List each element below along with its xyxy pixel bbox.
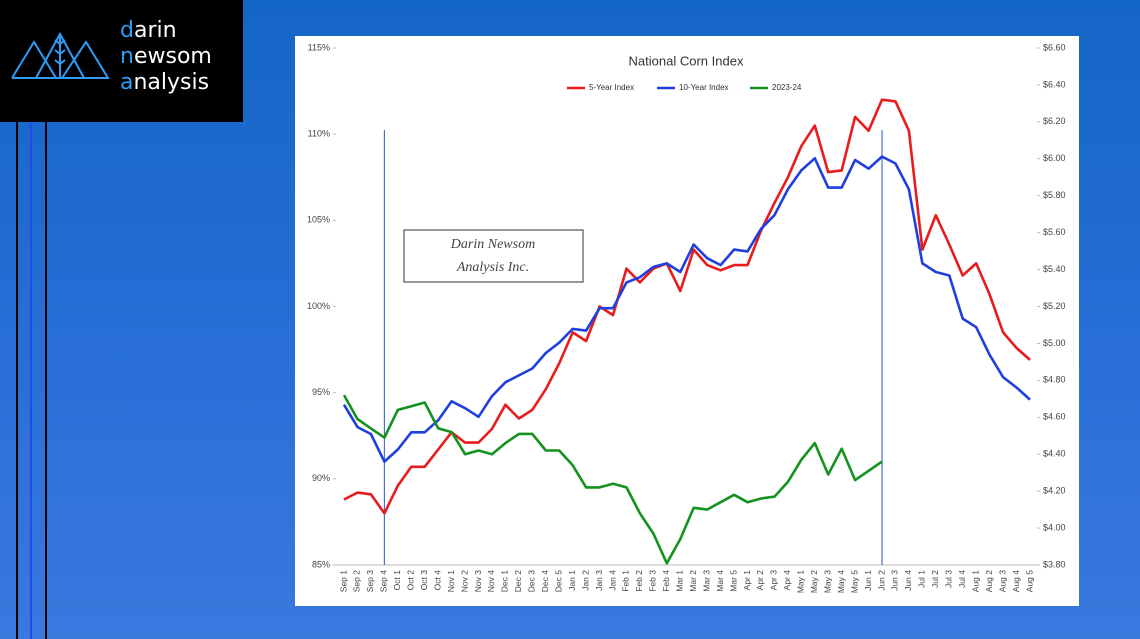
legend-label: 10-Year Index xyxy=(679,83,729,92)
y2-tick-label: $5.00 xyxy=(1043,338,1066,348)
y2-tick-label: $6.60 xyxy=(1043,42,1066,52)
y-tick-label: 105% xyxy=(307,215,330,225)
x-tick-label: Mar 2 xyxy=(688,570,698,592)
logo-word: newsom xyxy=(120,44,212,69)
annotation: Analysis Inc. xyxy=(456,260,529,275)
x-tick-label: Feb 4 xyxy=(661,570,671,592)
x-tick-label: Aug 4 xyxy=(1011,570,1021,592)
x-tick-label: Jun 2 xyxy=(876,570,886,591)
x-tick-label: Aug 5 xyxy=(1024,570,1034,592)
x-tick-label: Apr 1 xyxy=(742,570,752,591)
x-tick-label: Jun 1 xyxy=(863,570,873,591)
x-tick-label: Oct 3 xyxy=(419,570,429,591)
x-tick-label: Jul 3 xyxy=(944,570,954,588)
x-tick-label: Dec 1 xyxy=(500,570,510,592)
y2-tick-label: $5.40 xyxy=(1043,264,1066,274)
series-line xyxy=(342,394,883,565)
y2-tick-label: $6.00 xyxy=(1043,153,1066,163)
x-tick-label: Jun 4 xyxy=(903,570,913,591)
y-tick-label: 110% xyxy=(308,129,330,139)
x-tick-label: Apr 2 xyxy=(755,570,765,591)
annotation: Darin Newsom xyxy=(450,237,535,252)
x-tick-label: Mar 4 xyxy=(715,570,725,592)
y-tick-label: 100% xyxy=(307,301,330,311)
x-tick-label: Dec 4 xyxy=(540,570,550,592)
legend-label: 2023-24 xyxy=(772,83,802,92)
x-tick-label: Nov 2 xyxy=(459,570,469,592)
x-tick-label: Jan 2 xyxy=(580,570,590,591)
x-tick-label: Feb 1 xyxy=(621,570,631,592)
x-tick-label: Nov 1 xyxy=(446,570,456,592)
logo: darin newsom analysis xyxy=(0,0,243,122)
x-tick-label: Mar 3 xyxy=(701,570,711,592)
y2-tick-label: $5.20 xyxy=(1043,301,1066,311)
series-line xyxy=(343,98,1031,515)
x-tick-label: May 4 xyxy=(836,570,846,593)
logo-word: darin xyxy=(120,18,177,43)
x-tick-label: Nov 4 xyxy=(486,570,496,592)
x-tick-label: Dec 5 xyxy=(553,570,563,592)
x-tick-label: Dec 3 xyxy=(527,570,537,592)
x-tick-label: Oct 2 xyxy=(406,570,416,591)
x-tick-label: Dec 2 xyxy=(513,570,523,592)
y2-tick-label: $3.80 xyxy=(1043,559,1066,569)
y2-tick-label: $4.00 xyxy=(1043,522,1066,532)
x-tick-label: Feb 3 xyxy=(648,570,658,592)
x-tick-label: Sep 2 xyxy=(352,570,362,592)
x-tick-label: Apr 4 xyxy=(782,570,792,591)
x-tick-label: Nov 3 xyxy=(473,570,483,592)
y2-tick-label: $4.80 xyxy=(1043,375,1066,385)
chart-title: National Corn Index xyxy=(629,53,744,68)
x-tick-label: Jul 1 xyxy=(917,570,927,588)
x-tick-label: Aug 3 xyxy=(997,570,1007,592)
y2-tick-label: $4.40 xyxy=(1043,449,1066,459)
y-tick-label: 115% xyxy=(308,42,330,52)
x-tick-label: Jan 1 xyxy=(567,570,577,591)
chart-panel xyxy=(295,36,1079,606)
y2-tick-label: $4.20 xyxy=(1043,486,1066,496)
x-tick-label: Jan 4 xyxy=(607,570,617,591)
x-tick-label: Jan 3 xyxy=(594,570,604,591)
x-tick-label: May 3 xyxy=(822,570,832,593)
x-tick-label: Jul 2 xyxy=(930,570,940,588)
x-tick-label: Apr 3 xyxy=(769,570,779,591)
y2-tick-label: $5.60 xyxy=(1043,227,1066,237)
y2-tick-label: $4.60 xyxy=(1043,412,1066,422)
y-tick-label: 95% xyxy=(312,387,330,397)
x-tick-label: May 5 xyxy=(849,570,859,593)
y-tick-label: 90% xyxy=(312,473,330,483)
rail xyxy=(30,122,32,639)
x-tick-label: Feb 2 xyxy=(634,570,644,592)
x-tick-label: Mar 1 xyxy=(675,570,685,592)
x-tick-label: Sep 1 xyxy=(338,570,348,592)
y2-tick-label: $6.20 xyxy=(1043,116,1066,126)
y2-tick-label: $5.80 xyxy=(1043,190,1066,200)
y2-tick-label: $6.40 xyxy=(1043,79,1066,89)
x-tick-label: Jun 3 xyxy=(890,570,900,591)
x-tick-label: Aug 1 xyxy=(970,570,980,592)
x-tick-label: Sep 4 xyxy=(379,570,389,592)
legend-label: 5-Year Index xyxy=(589,83,634,92)
x-tick-label: Jul 4 xyxy=(957,570,967,588)
series-line xyxy=(342,155,1031,463)
x-tick-label: Oct 4 xyxy=(432,570,442,591)
rail xyxy=(16,122,18,639)
x-tick-label: May 1 xyxy=(796,570,806,593)
x-tick-label: Oct 1 xyxy=(392,570,402,591)
logo-word: analysis xyxy=(120,70,210,95)
y-tick-label: 85% xyxy=(312,559,330,569)
x-tick-label: Mar 5 xyxy=(728,570,738,592)
logo-icon xyxy=(11,31,110,79)
rail xyxy=(45,122,47,639)
x-tick-label: Sep 3 xyxy=(365,570,375,592)
annotation-box xyxy=(403,229,584,283)
x-tick-label: Aug 2 xyxy=(984,570,994,592)
x-tick-label: May 2 xyxy=(809,570,819,593)
